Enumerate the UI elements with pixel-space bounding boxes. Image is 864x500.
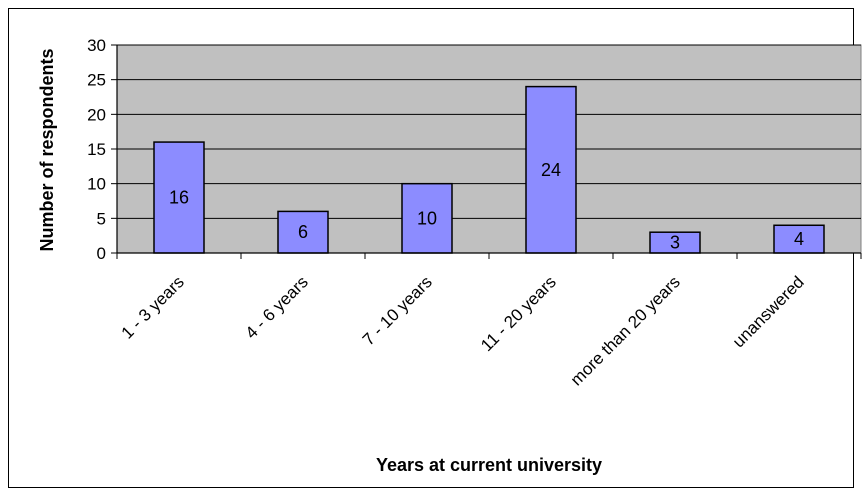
x-tick-label: 7 - 10 years	[359, 272, 436, 349]
gridlines	[117, 44, 861, 219]
bars	[153, 85, 825, 254]
data-label: 24	[541, 160, 561, 180]
y-tick-label: 10	[87, 175, 106, 194]
data-label: 3	[670, 233, 680, 253]
x-tick-label: 11 - 20 years	[477, 272, 560, 355]
y-tick-label: 0	[97, 244, 106, 263]
data-label: 6	[298, 222, 308, 242]
data-labels: 16 6 10 24 3 4	[169, 160, 804, 253]
data-label: 16	[169, 188, 189, 208]
x-tick-label: unanswered	[729, 272, 808, 351]
x-axis-title: Years at current university	[376, 455, 602, 475]
x-tick-labels: 1 - 3 years 4 - 6 years 7 - 10 years 11 - 2…	[118, 272, 808, 389]
y-tick-label: 25	[87, 71, 106, 90]
y-tick-label: 20	[87, 105, 106, 124]
bar	[773, 224, 825, 254]
bar	[153, 141, 205, 254]
x-tick-label: more than 20 years	[567, 272, 684, 389]
y-axis-title: Number of respondents	[37, 48, 57, 251]
y-tick-label: 30	[87, 36, 106, 55]
x-tick-label: 4 - 6 years	[242, 272, 312, 342]
data-label: 10	[417, 208, 437, 228]
axes	[111, 44, 862, 259]
bar	[525, 85, 577, 254]
data-label: 4	[794, 229, 804, 249]
y-tick-label: 5	[97, 209, 106, 228]
bar	[401, 182, 453, 254]
x-tick-label: 1 - 3 years	[118, 272, 188, 342]
y-tick-label: 15	[87, 140, 106, 159]
y-tick-labels: 0 5 10 15 20 25 30	[87, 36, 106, 263]
